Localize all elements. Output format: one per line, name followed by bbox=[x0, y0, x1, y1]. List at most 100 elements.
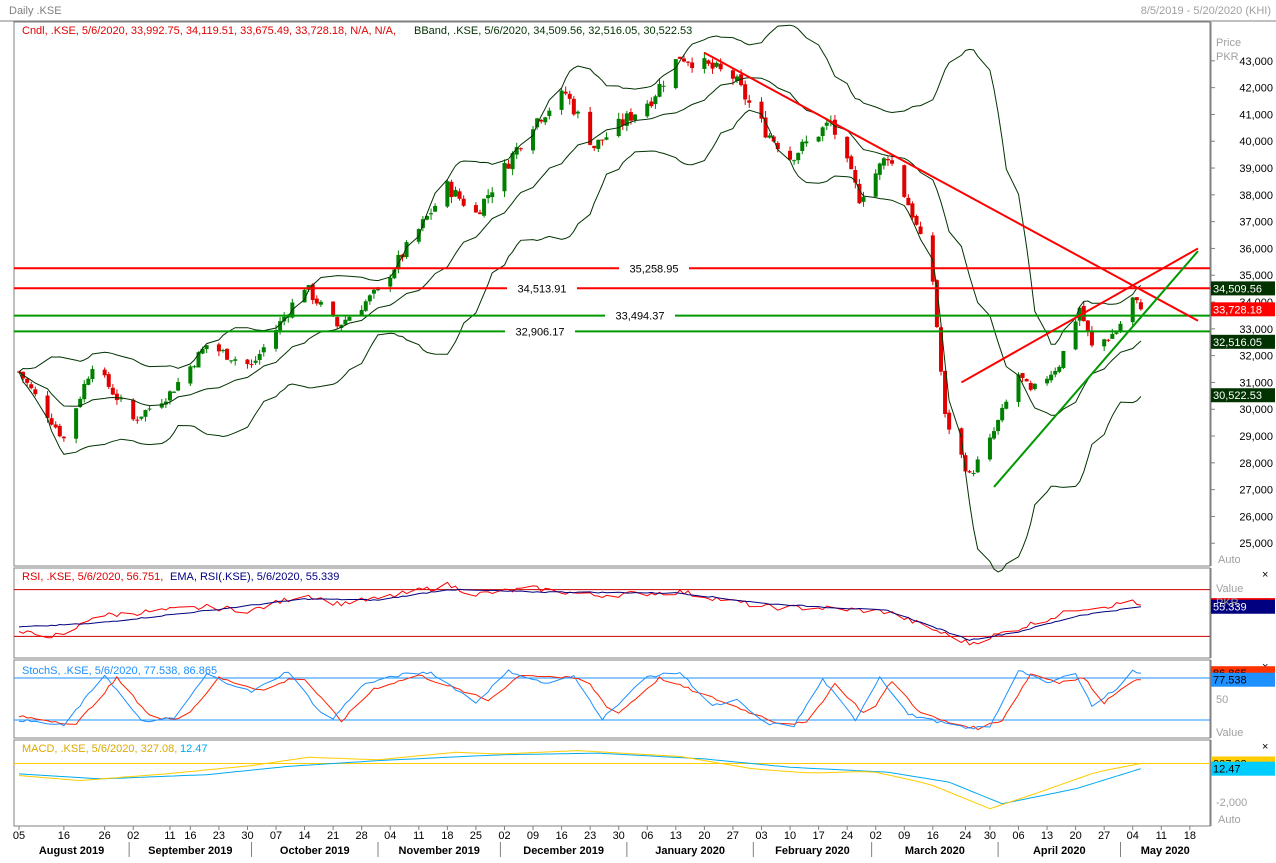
candle-body bbox=[885, 159, 890, 161]
chart-title: Daily .KSE bbox=[9, 5, 62, 17]
candle-body bbox=[510, 153, 515, 170]
candle-body bbox=[1114, 332, 1119, 334]
x-tick-label: 27 bbox=[1098, 830, 1110, 842]
candle-body bbox=[200, 348, 205, 354]
candle-body bbox=[563, 91, 568, 94]
level-label-bg bbox=[507, 281, 577, 296]
candle-body bbox=[775, 142, 780, 150]
stoch-legend: StochS, .KSE, 5/6/2020, 77.538, 86.865 bbox=[22, 665, 217, 677]
month-label: March 2020 bbox=[905, 845, 965, 857]
macd-panel: -2,000327.0812.47 bbox=[14, 750, 1275, 810]
candle-body bbox=[1028, 382, 1033, 390]
stoch-tick-label: 50 bbox=[1216, 694, 1228, 706]
candle-body bbox=[33, 389, 38, 395]
candle-body bbox=[1106, 339, 1111, 341]
month-label: April 2020 bbox=[1033, 845, 1086, 857]
rsi-panel: 56.75155.339 bbox=[14, 581, 1275, 646]
price-tick-label: 25,000 bbox=[1239, 538, 1273, 550]
price-value-tag bbox=[1211, 281, 1275, 296]
candle-body bbox=[429, 213, 434, 215]
price-tick-label: 40,000 bbox=[1239, 136, 1273, 148]
x-tick-label: 05 bbox=[13, 830, 25, 842]
x-tick-label: 30 bbox=[241, 830, 253, 842]
candle-body bbox=[987, 437, 992, 460]
candle-body bbox=[816, 136, 821, 142]
candle-body bbox=[61, 436, 66, 439]
candle-body bbox=[735, 76, 740, 81]
candle-body bbox=[930, 235, 935, 282]
candle-body bbox=[131, 399, 136, 420]
x-axis: 05 16 26 02 11 16 23 30 07 14 21 28 04 11 18 25 02 09 16 23… bbox=[13, 826, 1196, 857]
candle-body bbox=[645, 103, 650, 117]
candle-body bbox=[49, 418, 54, 425]
candle-body bbox=[788, 150, 793, 160]
candle-body bbox=[718, 63, 723, 70]
candle-body bbox=[135, 419, 140, 421]
month-label: December 2019 bbox=[523, 845, 604, 857]
price-value-tag-label: 32,516.05 bbox=[1213, 337, 1262, 349]
candle-body bbox=[482, 198, 487, 216]
level-label-bg bbox=[505, 324, 575, 339]
rsi-value-tag-label: 55.339 bbox=[1213, 602, 1247, 614]
candle-body bbox=[453, 189, 458, 197]
candle-body bbox=[739, 74, 744, 86]
candle-body bbox=[143, 410, 148, 417]
candle-body bbox=[302, 289, 307, 303]
rsi-value-tag bbox=[1211, 599, 1275, 614]
candle-body bbox=[547, 110, 552, 116]
candle-body bbox=[57, 425, 62, 437]
candle-body bbox=[600, 139, 605, 141]
candle-body bbox=[845, 136, 850, 159]
x-tick-label: 11 bbox=[164, 830, 175, 842]
candle-body bbox=[620, 119, 625, 126]
price-auto-label[interactable]: Auto bbox=[1218, 554, 1241, 566]
candle-body bbox=[216, 344, 221, 352]
candle-body bbox=[1061, 350, 1066, 369]
candle-body bbox=[653, 96, 658, 105]
level-label: 32,906.17 bbox=[516, 326, 565, 338]
candle-body bbox=[967, 471, 972, 473]
bband-middle-line bbox=[18, 77, 1142, 416]
candle-body bbox=[1004, 401, 1009, 409]
rsi-line bbox=[18, 581, 1141, 646]
price-tick-label: 28,000 bbox=[1239, 458, 1273, 470]
x-tick-label: 20 bbox=[698, 830, 710, 842]
price-tick-label: 31,000 bbox=[1239, 377, 1273, 389]
candle-body bbox=[261, 347, 266, 353]
candle-body bbox=[649, 101, 654, 107]
candle-body bbox=[257, 354, 262, 360]
price-tick-label: 30,000 bbox=[1239, 404, 1273, 416]
candle-body bbox=[106, 374, 111, 387]
candle-body bbox=[714, 62, 719, 67]
candle-body bbox=[220, 350, 225, 352]
candle-body bbox=[1020, 373, 1025, 378]
candle-body bbox=[1016, 374, 1021, 403]
trendline bbox=[960, 247, 1199, 384]
macd-auto-label[interactable]: Auto bbox=[1218, 814, 1241, 826]
x-tick-label: 02 bbox=[870, 830, 882, 842]
candle-body bbox=[245, 359, 250, 365]
price-value-tag-label: 34,509.56 bbox=[1213, 283, 1262, 295]
candle-body bbox=[424, 216, 429, 220]
price-value-tag bbox=[1211, 334, 1275, 349]
x-tick-label: 03 bbox=[755, 830, 767, 842]
candle-body bbox=[832, 119, 837, 135]
candle-body bbox=[902, 165, 907, 197]
candle-body bbox=[628, 112, 633, 121]
candle-body bbox=[388, 277, 393, 287]
macd-value-tag bbox=[1211, 761, 1275, 776]
x-tick-label: 10 bbox=[784, 830, 796, 842]
candle-body bbox=[588, 111, 593, 145]
candle-body bbox=[796, 152, 801, 161]
candle-body bbox=[571, 98, 576, 115]
stoch-panel: 5086.86577.538 bbox=[14, 666, 1275, 731]
candle-body bbox=[1024, 378, 1029, 382]
candle-body bbox=[881, 158, 886, 166]
candle-body bbox=[225, 348, 230, 360]
candle-body bbox=[1089, 330, 1094, 346]
candle-body bbox=[86, 378, 91, 385]
price-value-tag bbox=[1211, 302, 1275, 317]
candle-body bbox=[335, 317, 340, 327]
candle-body bbox=[596, 139, 601, 149]
